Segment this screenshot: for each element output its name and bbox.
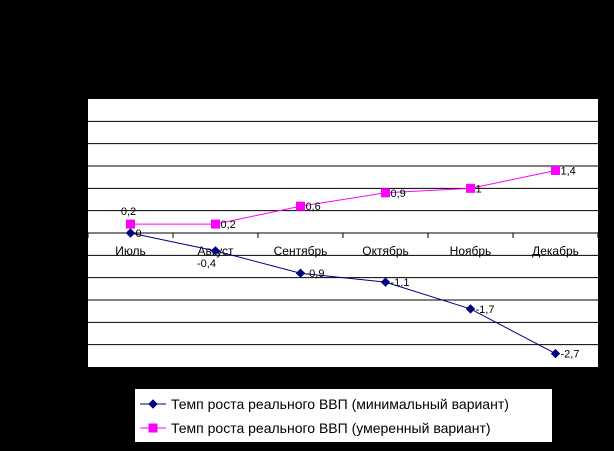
series-lines (125, 165, 561, 359)
data-label: 0,6 (306, 201, 321, 213)
x-tick-label: Декабрь (532, 244, 579, 258)
data-point-marker (465, 304, 476, 314)
data-point-marker (296, 201, 305, 211)
legend-marker (148, 399, 158, 409)
x-tick-label: Сентябрь (274, 244, 328, 258)
data-point-marker (550, 348, 561, 359)
data-label: 0,9 (391, 188, 406, 200)
legend-label-moderate: Темп роста реального ВВП (умеренный вари… (171, 420, 491, 436)
category-axis: ИюльАвгустСентябрьОктябрьНоябрьДекабрь (87, 232, 599, 258)
data-point-marker (551, 165, 560, 175)
data-point-marker (380, 277, 391, 287)
data-label: -1,1 (391, 277, 410, 289)
data-label: 0,2 (121, 206, 136, 218)
series-line (130, 232, 556, 355)
data-point-marker (466, 183, 475, 193)
gridlines (88, 120, 598, 346)
data-label: 1,4 (561, 165, 576, 177)
data-point-marker (295, 268, 306, 278)
data-label: 1 (476, 183, 482, 195)
data-label: 0,2 (221, 219, 236, 231)
data-label: -1,7 (476, 304, 495, 316)
data-labels: 0 -0,4 -0,9 -1,1 -1,7 -2,7 0,2 0,2 0,6 0,9 1 1,4 (121, 165, 580, 360)
data-point-marker (125, 228, 136, 238)
data-label: -0,9 (306, 268, 325, 280)
legend-marker (148, 423, 158, 433)
legend-box (135, 389, 552, 442)
legend-marker-moderate (148, 423, 158, 433)
x-tick-label: Ноябрь (450, 244, 492, 258)
legend-marker-min (148, 399, 158, 409)
data-label: -0,4 (197, 258, 216, 270)
legend: Темп роста реального ВВП (минимальный ва… (135, 389, 552, 442)
data-point-marker (381, 188, 390, 198)
x-tick-label: Июль (115, 244, 146, 258)
data-point-marker (126, 219, 135, 229)
data-point-marker (210, 246, 221, 256)
data-label: -2,7 (561, 349, 580, 361)
data-label: 0 (136, 228, 142, 240)
x-tick-label: Октябрь (362, 244, 409, 258)
legend-label-min: Темп роста реального ВВП (минимальный ва… (171, 396, 509, 412)
series-line (130, 169, 556, 225)
data-point-marker (211, 219, 220, 229)
